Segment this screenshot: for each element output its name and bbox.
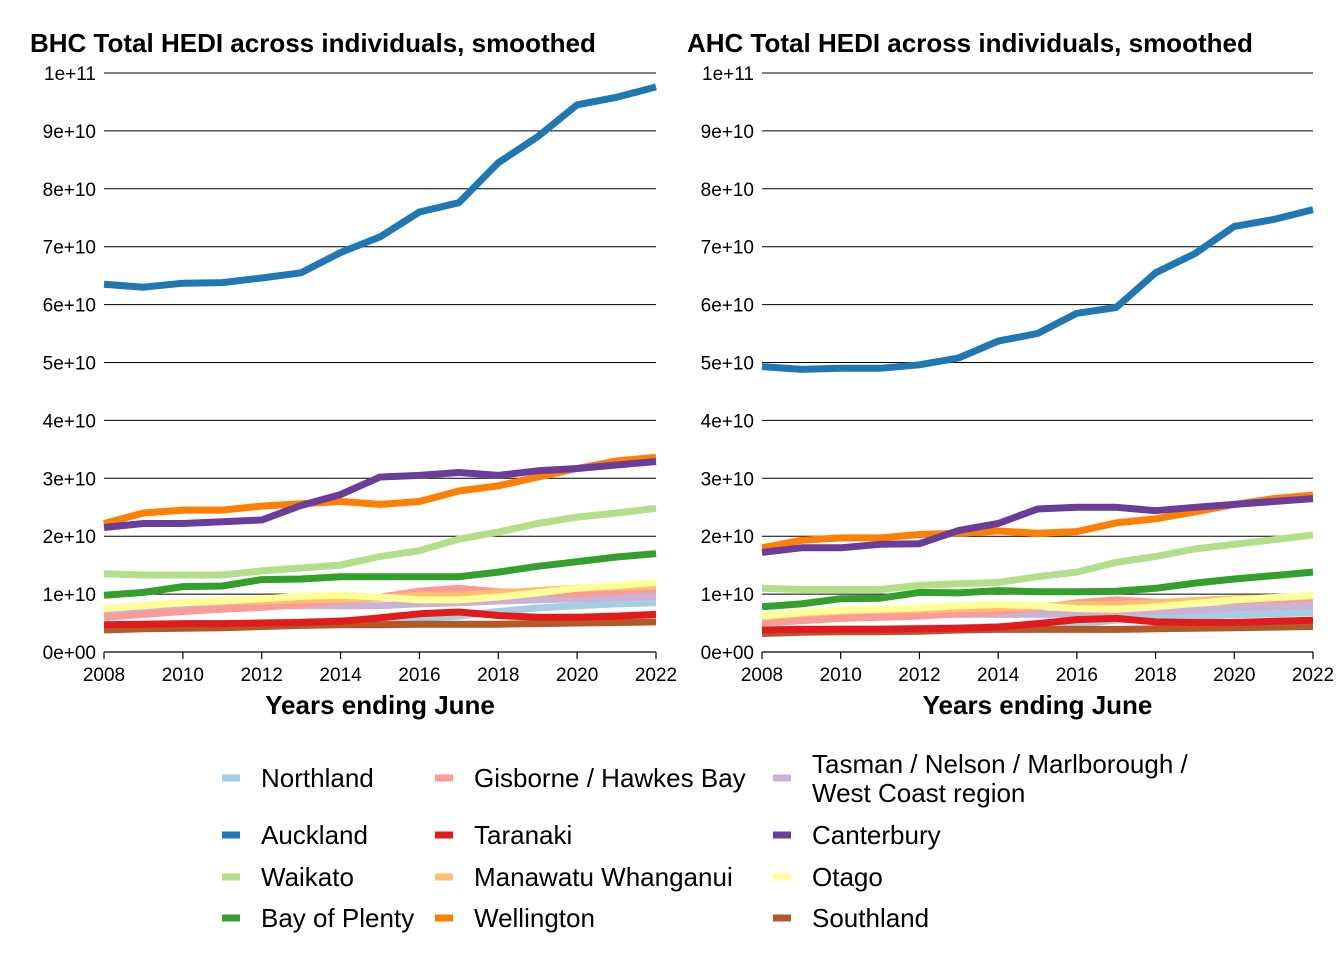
x-tick-label: 2014: [977, 665, 1020, 686]
series-line-waikato: [761, 531, 1314, 593]
series-line-auckland: [103, 83, 657, 291]
y-tick-label: 2e+10: [701, 527, 754, 548]
series-line-southland: [103, 618, 657, 634]
x-axis-label: Years ending June: [265, 690, 495, 720]
series-line-bay-of-plenty: [761, 568, 1314, 611]
y-tick-label: 5e+10: [701, 354, 754, 375]
y-tick-label: 9e+10: [43, 122, 96, 143]
y-tick-label: 7e+10: [43, 238, 96, 259]
series-line-otago: [103, 579, 657, 613]
series-line-waikato: [103, 504, 657, 579]
x-tick-label: 2010: [162, 665, 204, 686]
legend-label: West Coast region: [812, 778, 1025, 808]
x-tick-label: 2016: [398, 665, 440, 686]
y-tick-label: 1e+10: [43, 585, 96, 606]
ahc-chart-panel: AHC Total HEDI across individuals, smoot…: [687, 28, 1334, 720]
x-tick-label: 2012: [241, 665, 283, 686]
x-tick-label: 2012: [898, 665, 940, 686]
y-tick-label: 0e+00: [43, 643, 96, 664]
x-tick-label: 2022: [1292, 665, 1334, 686]
y-tick-label: 1e+11: [44, 64, 96, 85]
legend-label: Bay of Plenty: [261, 903, 414, 933]
series-line-taranaki: [103, 608, 657, 629]
chart-title: BHC Total HEDI across individuals, smoot…: [30, 28, 596, 58]
y-tick-label: 2e+10: [43, 527, 96, 548]
series-line-bay-of-plenty: [103, 550, 657, 599]
y-tick-label: 0e+00: [701, 643, 754, 664]
x-tick-label: 2018: [477, 665, 519, 686]
legend-label: Canterbury: [812, 820, 941, 850]
chart-title: AHC Total HEDI across individuals, smoot…: [687, 28, 1253, 58]
series-group: [761, 206, 1314, 637]
legend: Northland Auckland Waikato Bay of Plenty Gis…: [222, 749, 1189, 933]
bhc-chart-panel: BHC Total HEDI across individuals, smoot…: [30, 28, 677, 720]
x-tick-label: 2008: [741, 665, 783, 686]
y-tick-label: 3e+10: [701, 469, 754, 490]
y-tick-label: 8e+10: [701, 180, 754, 201]
x-axis-label: Years ending June: [923, 690, 1153, 720]
series-line-taranaki: [761, 614, 1314, 634]
y-tick-label: 8e+10: [43, 180, 96, 201]
x-tick-label: 2020: [1213, 665, 1255, 686]
y-tick-label: 6e+10: [701, 296, 754, 317]
y-tick-label: 4e+10: [43, 411, 96, 432]
x-tick-label: 2022: [635, 665, 677, 686]
series-line-auckland: [761, 206, 1314, 373]
series-line-canterbury: [103, 458, 657, 531]
legend-label: Auckland: [261, 820, 368, 850]
series-line-otago: [761, 591, 1314, 620]
x-tick-label: 2018: [1134, 665, 1176, 686]
series-line-canterbury: [761, 495, 1314, 556]
x-tick-label: 2020: [556, 665, 598, 686]
x-tick-label: 2014: [319, 665, 362, 686]
legend-label: Taranaki: [474, 820, 572, 850]
y-tick-label: 5e+10: [43, 354, 96, 375]
legend-label: Otago: [812, 862, 883, 892]
y-tick-label: 3e+10: [43, 469, 96, 490]
y-tick-label: 9e+10: [701, 122, 754, 143]
y-tick-label: 1e+10: [701, 585, 754, 606]
legend-label: Northland: [261, 763, 374, 793]
legend-label: Waikato: [261, 862, 354, 892]
legend-label: Manawatu Whanganui: [474, 862, 733, 892]
y-tick-label: 1e+11: [702, 64, 754, 85]
legend-label: Gisborne / Hawkes Bay: [474, 763, 746, 793]
series-group: [103, 83, 657, 634]
legend-label: Wellington: [474, 903, 595, 933]
x-tick-label: 2008: [83, 665, 125, 686]
x-tick-label: 2016: [1056, 665, 1098, 686]
legend-label: Southland: [812, 903, 929, 933]
y-tick-label: 7e+10: [701, 238, 754, 259]
x-tick-label: 2010: [820, 665, 862, 686]
y-tick-label: 6e+10: [43, 296, 96, 317]
legend-label: Tasman / Nelson / Marlborough /: [812, 749, 1189, 779]
y-tick-label: 4e+10: [701, 411, 754, 432]
